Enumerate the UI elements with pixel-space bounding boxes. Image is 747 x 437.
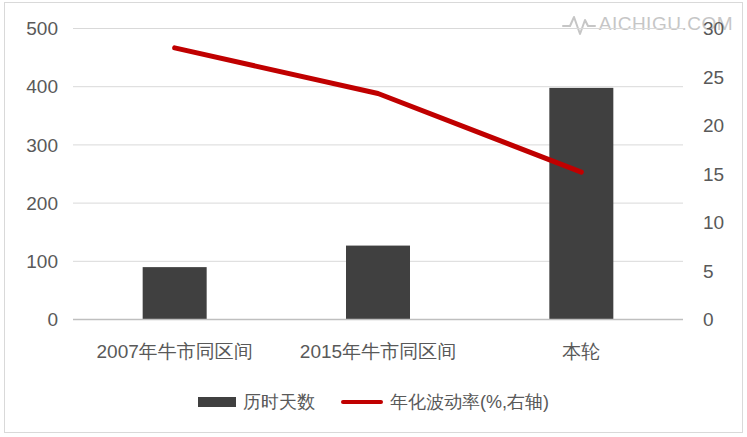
category-label: 2015年牛市同区间: [300, 341, 456, 362]
right-tick-label: 0: [703, 309, 714, 330]
legend-item-days: 历时天数: [198, 390, 315, 414]
right-tick-label: 20: [703, 115, 724, 136]
bar: [346, 246, 410, 320]
legend-label-days: 历时天数: [243, 390, 315, 414]
right-axis-labels: 0 5 10 15 20 25 30: [703, 18, 724, 330]
left-tick-label: 300: [26, 135, 58, 156]
combo-chart: 0 100 200 300 400 500 0 5 10 15 20 25 30 2007年牛市同区间…: [0, 0, 747, 437]
left-tick-label: 0: [47, 309, 58, 330]
right-tick-label: 30: [703, 18, 724, 39]
legend: 历时天数 年化波动率(%,右轴): [0, 390, 747, 414]
bar-series: [143, 88, 614, 320]
legend-label-volatility: 年化波动率(%,右轴): [390, 390, 549, 414]
bar: [143, 267, 207, 319]
line-swatch: [341, 400, 383, 404]
right-tick-label: 5: [703, 261, 714, 282]
right-tick-label: 25: [703, 67, 724, 88]
legend-item-volatility: 年化波动率(%,右轴): [341, 390, 549, 414]
left-tick-label: 100: [26, 251, 58, 272]
left-tick-label: 200: [26, 193, 58, 214]
bar: [549, 88, 613, 320]
left-tick-label: 400: [26, 76, 58, 97]
category-label: 本轮: [562, 341, 600, 362]
category-label: 2007年牛市同区间: [97, 341, 253, 362]
right-tick-label: 10: [703, 212, 724, 233]
left-tick-label: 500: [26, 18, 58, 39]
line-series: [175, 48, 582, 172]
volatility-line: [175, 48, 582, 172]
right-tick-label: 15: [703, 164, 724, 185]
chart-container: AICHIGU.COM 0100200300400500 05101520253…: [0, 0, 747, 437]
x-axis-labels: 2007年牛市同区间 2015年牛市同区间 本轮: [97, 341, 601, 362]
bar-swatch: [198, 397, 236, 407]
left-axis-labels: 0 100 200 300 400 500: [26, 18, 58, 330]
